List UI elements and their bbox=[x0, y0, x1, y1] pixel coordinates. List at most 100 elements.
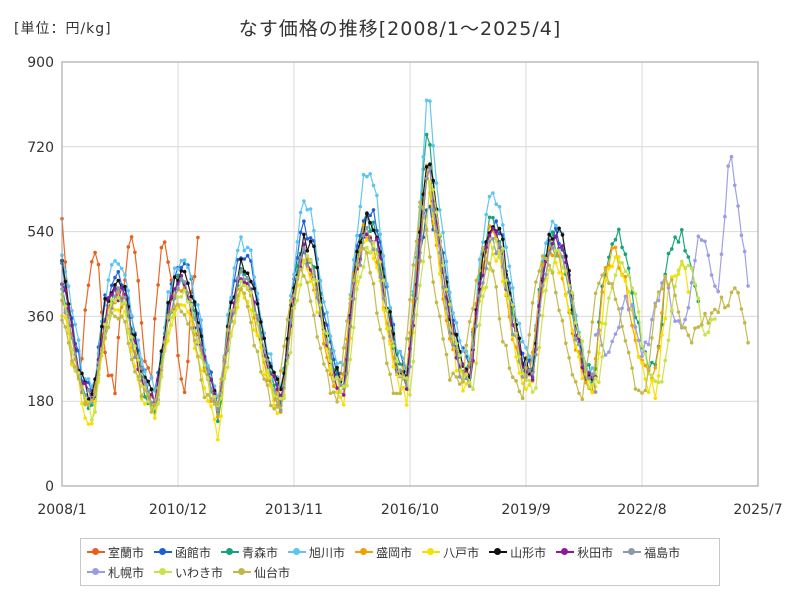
data-point bbox=[129, 357, 134, 362]
data-point bbox=[139, 321, 144, 325]
data-point bbox=[136, 358, 140, 362]
data-point bbox=[76, 338, 81, 342]
data-point bbox=[454, 375, 459, 379]
data-point bbox=[451, 335, 455, 339]
data-point bbox=[341, 384, 346, 389]
data-point bbox=[153, 416, 157, 420]
data-point bbox=[113, 283, 117, 287]
data-point bbox=[507, 281, 512, 285]
data-point bbox=[242, 248, 247, 253]
data-point bbox=[262, 346, 267, 351]
data-point bbox=[149, 387, 154, 392]
data-point bbox=[176, 273, 180, 278]
legend-label: 札幌市 bbox=[108, 565, 145, 580]
data-point bbox=[269, 352, 273, 356]
data-point bbox=[245, 271, 250, 276]
data-point bbox=[156, 283, 160, 287]
data-point bbox=[501, 246, 505, 251]
data-point bbox=[454, 321, 459, 325]
data-point bbox=[275, 377, 280, 382]
data-point bbox=[428, 166, 432, 171]
legend-item: 盛岡市 bbox=[355, 542, 412, 562]
data-point bbox=[312, 313, 316, 318]
data-point bbox=[143, 385, 147, 389]
data-point bbox=[133, 370, 137, 374]
data-point bbox=[666, 251, 671, 256]
data-point bbox=[709, 311, 714, 315]
data-point bbox=[103, 350, 107, 355]
data-point bbox=[573, 320, 578, 325]
data-point bbox=[371, 183, 376, 188]
data-point bbox=[404, 387, 409, 391]
data-point bbox=[428, 255, 432, 259]
legend-marker bbox=[154, 547, 173, 557]
data-point bbox=[182, 258, 187, 262]
data-point bbox=[86, 388, 91, 392]
legend-item: 山形市 bbox=[489, 542, 546, 562]
data-point bbox=[375, 311, 379, 315]
data-point bbox=[325, 368, 329, 373]
data-point bbox=[126, 341, 131, 346]
data-point bbox=[106, 278, 111, 282]
data-point bbox=[391, 365, 396, 369]
data-point bbox=[341, 403, 346, 407]
data-point bbox=[424, 165, 429, 169]
data-point bbox=[663, 316, 667, 321]
data-point bbox=[699, 322, 704, 327]
data-point bbox=[438, 272, 442, 276]
data-point bbox=[481, 240, 485, 245]
data-point bbox=[520, 371, 525, 376]
data-point bbox=[123, 295, 127, 300]
data-point bbox=[428, 142, 432, 147]
data-point bbox=[656, 290, 661, 294]
data-point bbox=[385, 282, 389, 286]
data-point bbox=[676, 310, 681, 314]
data-point bbox=[597, 380, 601, 385]
data-point bbox=[358, 275, 363, 279]
data-point bbox=[686, 290, 691, 294]
data-point bbox=[441, 285, 445, 290]
data-point bbox=[593, 390, 598, 394]
y-tick-label: 540 bbox=[27, 225, 54, 241]
data-point bbox=[477, 268, 482, 273]
data-point bbox=[461, 349, 465, 353]
data-point bbox=[312, 277, 316, 282]
data-point bbox=[550, 246, 555, 250]
x-tick-label: 2016/10 bbox=[381, 502, 439, 518]
data-point bbox=[434, 181, 439, 185]
data-point bbox=[507, 366, 512, 371]
data-point bbox=[298, 230, 303, 235]
data-point bbox=[269, 403, 273, 408]
data-point bbox=[673, 284, 677, 289]
data-point bbox=[530, 350, 535, 355]
data-point bbox=[653, 366, 658, 370]
data-point bbox=[587, 385, 591, 390]
data-point bbox=[242, 257, 247, 261]
data-point bbox=[613, 332, 618, 336]
data-point bbox=[129, 349, 134, 353]
data-point bbox=[577, 355, 581, 359]
data-point bbox=[156, 402, 160, 406]
x-tick-label: 2010/12 bbox=[149, 502, 207, 518]
data-point bbox=[116, 270, 121, 274]
data-point bbox=[378, 232, 383, 236]
data-point bbox=[391, 391, 396, 396]
data-point bbox=[676, 268, 681, 273]
data-point bbox=[520, 396, 525, 401]
data-point bbox=[706, 321, 711, 325]
data-point bbox=[540, 263, 545, 268]
data-point bbox=[348, 324, 353, 329]
y-tick-label: 360 bbox=[27, 309, 54, 325]
data-point bbox=[66, 341, 71, 345]
data-point bbox=[491, 191, 495, 195]
data-point bbox=[252, 311, 256, 316]
data-point bbox=[365, 238, 369, 242]
data-point bbox=[723, 305, 727, 310]
data-point bbox=[348, 297, 353, 301]
data-point bbox=[259, 370, 263, 374]
data-point bbox=[633, 387, 638, 391]
data-point bbox=[305, 237, 310, 241]
data-point bbox=[196, 235, 200, 240]
data-point bbox=[653, 379, 658, 384]
data-point bbox=[305, 280, 310, 285]
